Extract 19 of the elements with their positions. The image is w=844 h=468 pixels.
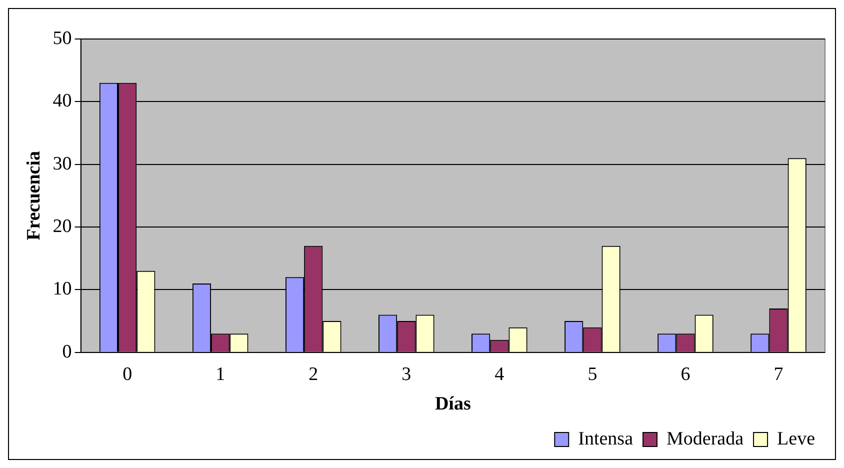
- y-tick-label: 40: [52, 90, 72, 112]
- x-tick-label: 3: [402, 364, 412, 385]
- y-axis-title: Frecuencia: [23, 150, 44, 240]
- y-tick-label: 30: [52, 153, 72, 174]
- y-tick-label: 20: [52, 216, 72, 238]
- y-tick-label: 0: [62, 341, 72, 362]
- x-tick-label: 0: [122, 364, 132, 385]
- legend-label: Intensa: [578, 428, 634, 450]
- x-tick-label: 4: [494, 364, 505, 385]
- x-tick-label: 2: [308, 364, 318, 385]
- x-tick-label: 7: [774, 364, 784, 385]
- x-tick-label: 6: [680, 364, 690, 385]
- x-axis-title: Días: [434, 394, 471, 415]
- y-tick-label: 50: [52, 28, 72, 49]
- legend-label: Moderada: [666, 428, 744, 450]
- x-tick-label: 5: [588, 364, 598, 385]
- x-tick-label: 1: [216, 364, 226, 385]
- y-tick-label: 10: [52, 278, 72, 300]
- legend-label: Leve: [777, 428, 816, 450]
